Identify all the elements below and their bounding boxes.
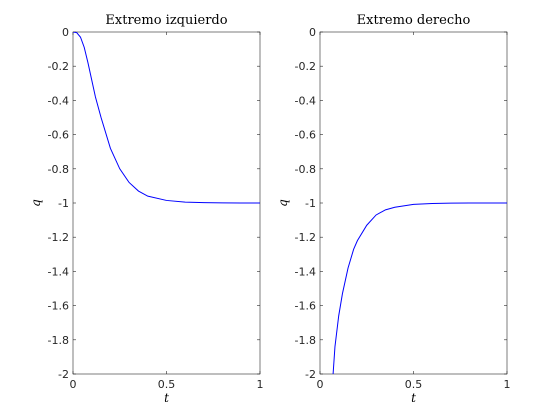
y-tick-label: -1.4 (295, 265, 316, 278)
y-tick-label: -0.4 (295, 94, 316, 107)
y-tick-label: -0.6 (295, 129, 316, 142)
y-tick-label: -0.8 (48, 163, 69, 176)
y-tick-label: -1 (58, 197, 69, 210)
y-tick-label: -1.8 (295, 334, 316, 347)
right-end-plot: 0-0.2-0.4-0.6-0.8-1-1.2-1.4-1.6-1.8-20 0.… (276, 13, 511, 405)
y-tick-label: -0.2 (295, 60, 316, 73)
x-tick-label: 0.5 (158, 378, 176, 391)
y-tick-label: -1.2 (295, 231, 316, 244)
y-tick-label: 0 (62, 26, 69, 39)
x-tick-label: 1 (257, 378, 264, 391)
y-tick-label: -1.4 (48, 265, 69, 278)
y-axis-label: q (276, 199, 290, 207)
y-tick-label: 0 (309, 26, 316, 39)
y-tick-label: -1.6 (48, 300, 69, 313)
chart-title: Extremo izquierdo (105, 13, 227, 28)
y-tick-label: -1 (305, 197, 316, 210)
y-tick-label: -0.8 (295, 163, 316, 176)
x-tick-label: 0 (317, 378, 324, 391)
x-axis-label: t (411, 391, 416, 405)
x-tick-label: 0 (70, 378, 77, 391)
chart-title: Extremo derecho (357, 13, 471, 28)
series-line (73, 32, 260, 204)
y-tick-label: -0.2 (48, 60, 69, 73)
series-line (332, 202, 507, 374)
x-axis-label: t (164, 391, 169, 405)
y-tick-label: -0.4 (48, 94, 69, 107)
y-axis-label: q (29, 199, 43, 207)
y-tick-label: -1.6 (295, 300, 316, 313)
x-tick-label: 1 (504, 378, 511, 391)
x-tick-label: 0.5 (405, 378, 423, 391)
y-tick-label: -2 (58, 368, 69, 381)
y-tick-label: -1.8 (48, 334, 69, 347)
y-tick-label: -1.2 (48, 231, 69, 244)
left-end-plot: 0-0.2-0.4-0.6-0.8-1-1.2-1.4-1.6-1.8-20 0.… (29, 13, 264, 405)
y-tick-label: -0.6 (48, 129, 69, 142)
y-tick-label: -2 (305, 368, 316, 381)
